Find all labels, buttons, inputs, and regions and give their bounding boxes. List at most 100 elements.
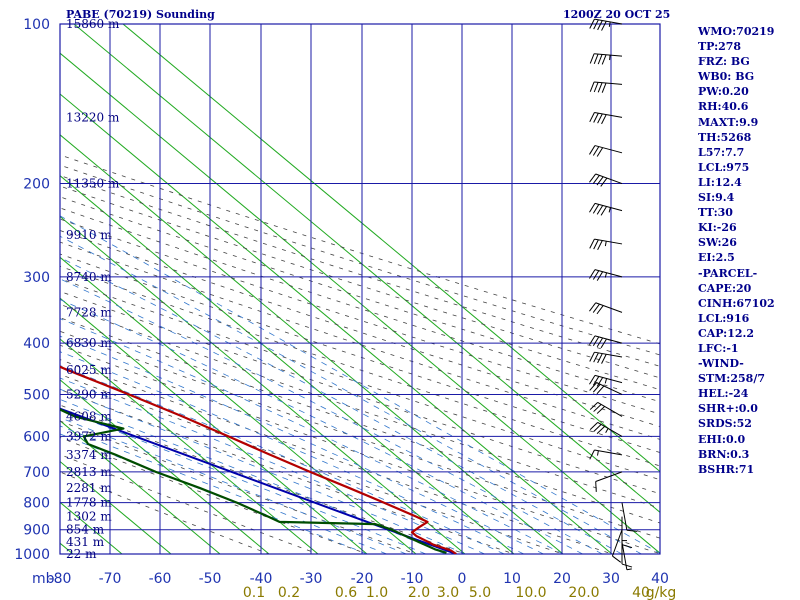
mixing-ratio-label: 20.0 xyxy=(568,585,599,600)
mixing-ratio-label: 1.0 xyxy=(366,585,388,600)
moist-adiabat-line xyxy=(60,425,387,554)
isotherm-line xyxy=(60,460,172,554)
dry-adiabat-line xyxy=(60,241,660,440)
height-label: 2813 m xyxy=(66,465,112,479)
pressure-tick-label: 800 xyxy=(23,496,50,512)
height-label: 6830 m xyxy=(66,336,112,350)
dry-adiabat-line xyxy=(60,185,660,379)
index-item: BRN:0.3 xyxy=(698,447,750,461)
dry-adiabat-line xyxy=(60,389,516,554)
wind-barb xyxy=(589,145,623,157)
temperature-tick-label: -30 xyxy=(300,571,323,587)
index-item: L57:7.7 xyxy=(698,145,745,159)
index-item: LI:12.4 xyxy=(698,175,742,189)
dry-adiabat-line xyxy=(60,471,271,554)
pressure-tick-label: 100 xyxy=(23,17,50,33)
pressure-tick-label: 700 xyxy=(23,465,50,481)
dry-adiabat-line xyxy=(60,290,660,495)
temperature-tick-label: 0 xyxy=(458,571,467,587)
sounding-profiles xyxy=(60,365,457,554)
pressure-tick-label: 200 xyxy=(23,177,50,193)
background-lines xyxy=(0,24,660,554)
dry-adiabat-line xyxy=(60,164,660,356)
temperature-tick-label: -20 xyxy=(351,571,374,587)
pressure-tick-label: 400 xyxy=(23,336,50,352)
index-item: EHI:0.0 xyxy=(698,432,746,446)
wind-barb xyxy=(589,238,623,251)
temperature-tick-label: -40 xyxy=(250,571,273,587)
dry-adiabat-lines xyxy=(60,154,660,554)
wind-barb xyxy=(589,81,623,93)
dry-adiabat-line xyxy=(60,454,320,554)
index-item: SW:26 xyxy=(698,236,737,250)
isotherm-line xyxy=(0,24,24,554)
dry-adiabat-line xyxy=(60,420,418,554)
wind-barbs xyxy=(589,18,638,571)
temperature-tick-label: 40 xyxy=(651,571,669,587)
wind-barb xyxy=(589,202,623,216)
pressure-tick-label: 600 xyxy=(23,429,50,445)
wind-barb xyxy=(589,173,623,187)
index-item: RH:40.6 xyxy=(698,100,749,114)
wind-barb xyxy=(589,421,623,437)
dry-adiabat-line xyxy=(60,218,660,415)
wind-barb xyxy=(589,374,623,387)
index-item: FRZ: BG xyxy=(698,55,750,69)
dry-adiabat-line xyxy=(60,278,660,481)
dry-adiabat-line xyxy=(60,404,467,554)
mixing-ratio-label: g/kg xyxy=(646,585,677,600)
index-item: WB0: BG xyxy=(698,70,755,84)
height-label: 3972 m xyxy=(66,429,112,443)
height-label: 13220 m xyxy=(66,110,120,124)
wind-barb xyxy=(589,382,623,395)
isotherm-line xyxy=(60,420,221,554)
plot-border xyxy=(59,23,661,555)
index-item: WMO:70219 xyxy=(698,25,775,38)
wind-barb xyxy=(589,449,623,460)
dry-adiabat-line xyxy=(60,373,565,554)
wind-barb xyxy=(589,302,623,315)
sounding-title: PABE (70219) Sounding xyxy=(66,8,215,21)
isotherm-line xyxy=(122,24,660,473)
index-item: EI:2.5 xyxy=(698,251,735,265)
isotherm-line xyxy=(60,93,613,554)
index-item: LFC:-1 xyxy=(698,341,739,355)
pressure-tick-label: 300 xyxy=(23,270,50,286)
index-item: SHR+:0.0 xyxy=(698,402,758,416)
index-item: -WIND- xyxy=(698,357,744,371)
index-item: CINH:67102 xyxy=(698,296,775,310)
height-label: 5290 m xyxy=(66,387,112,401)
temperature-tick-label: -70 xyxy=(99,571,122,587)
temperature-tick-label: -60 xyxy=(149,571,172,587)
wind-barb xyxy=(621,502,638,532)
temperature-tick-label: 20 xyxy=(553,571,571,587)
dry-adiabat-line xyxy=(60,253,660,453)
height-label: 15860 m xyxy=(66,17,120,31)
isotherm-line xyxy=(73,24,660,513)
sounding-datetime: 1200Z 20 OCT 25 xyxy=(563,8,671,21)
mixing-ratio-label: 2.0 xyxy=(408,585,430,600)
moist-adiabat-line xyxy=(60,365,505,554)
index-item: PW:0.20 xyxy=(698,85,749,99)
height-label: 11350 m xyxy=(66,177,120,191)
index-item: SRDS:52 xyxy=(698,417,752,431)
dewpoint-profile-line xyxy=(60,408,447,554)
index-item: LCL:975 xyxy=(698,160,750,174)
dry-adiabat-line xyxy=(60,265,660,467)
wind-barb xyxy=(589,111,623,125)
height-label: 9910 m xyxy=(66,228,112,242)
moist-adiabat-line xyxy=(60,388,466,554)
height-label: 22 m xyxy=(66,547,97,561)
dry-adiabat-line xyxy=(60,207,660,403)
wind-barb xyxy=(589,401,623,417)
height-label: 8740 m xyxy=(66,270,112,284)
index-item: LCL:916 xyxy=(698,311,750,325)
height-label: 7728 m xyxy=(66,305,112,319)
index-item: BSHR:71 xyxy=(698,462,755,476)
index-item: CAPE:20 xyxy=(698,281,752,295)
pressure-tick-label: 500 xyxy=(23,387,50,403)
height-label: 431 m xyxy=(66,535,105,549)
temperature-profile-line xyxy=(60,365,457,554)
temperature-tick-label: -80 xyxy=(49,571,72,587)
